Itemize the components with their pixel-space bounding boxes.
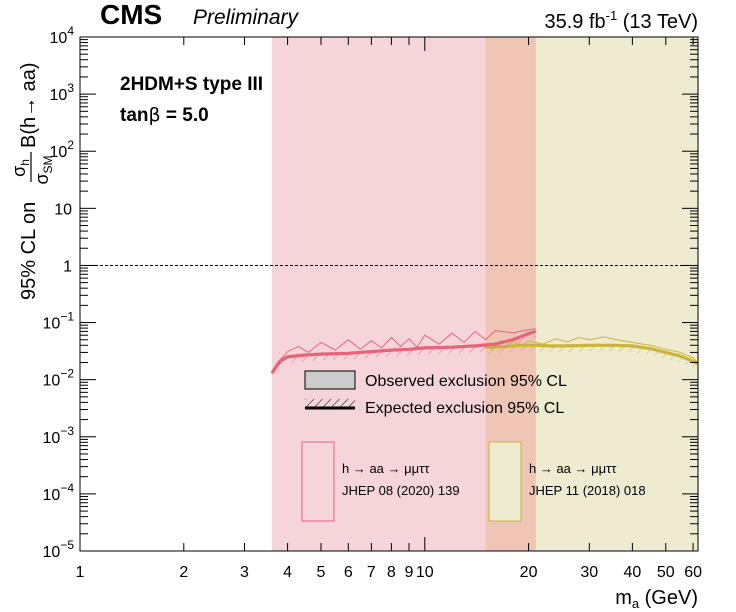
luminosity-label: 35.9 fb-1 (13 TeV)	[544, 8, 698, 33]
x-tick-labels: 1 2 3 4 5 6 7 8 9 10 20 30 40 50 60	[76, 564, 703, 581]
y-tick-label: 103	[50, 81, 75, 104]
x-tick-label: 7	[367, 564, 376, 581]
status-label: Preliminary	[193, 6, 300, 29]
x-tick-label: 5	[317, 564, 326, 581]
plot-frame	[79, 36, 699, 552]
svg-text:σSM: σSM	[32, 155, 55, 184]
y-tick-label: 1	[63, 258, 72, 275]
x-tick-label: 40	[623, 564, 641, 581]
limit-curves	[270, 328, 698, 380]
y-tick-label: 102	[50, 138, 75, 161]
x-tick-label: 20	[520, 564, 538, 581]
expected-hatch-series-2	[485, 343, 698, 370]
model-tanbeta: tanβ = 5.0	[120, 104, 209, 126]
observed-line-series-1	[271, 328, 536, 374]
legend-observed-label: Observed exclusion 95% CL	[365, 373, 567, 390]
x-tick-label: 8	[387, 564, 396, 581]
y-axis-title-num-sub: h	[18, 159, 32, 166]
legend-analysis1-box	[301, 441, 335, 522]
y-tick-label: 10−1	[43, 310, 75, 333]
legend-analysis2-channel: h → aa → μμττ	[529, 461, 617, 476]
x-axis-title: ma (GeV)	[615, 587, 698, 611]
legend-expected-label: Expected exclusion 95% CL	[365, 400, 564, 417]
x-tick-label: 9	[405, 564, 414, 581]
y-axis-title: 95% CL on σh σSM B(h→ aa)	[9, 62, 55, 300]
x-tick-label: 6	[344, 564, 353, 581]
legend-analysis2-ref: JHEP 11 (2018) 018	[529, 483, 646, 498]
svg-text:σh: σh	[9, 159, 32, 177]
x-tick-label: 30	[580, 564, 598, 581]
y-tick-label: 10−3	[43, 424, 75, 447]
x-tick-label: 60	[684, 564, 702, 581]
y-tick-label: 10−4	[43, 481, 75, 504]
y-tick-label: 10−5	[43, 538, 75, 561]
expected-hatch-series-1	[271, 329, 536, 380]
y-axis-title-den: σ	[32, 173, 52, 184]
legend-analysis1-channel: h → aa → μμττ	[342, 461, 430, 476]
legend-analysis1-ref: JHEP 08 (2020) 139	[342, 483, 460, 498]
x-tick-label: 50	[657, 564, 675, 581]
y-tick-label: 10	[54, 201, 72, 218]
y-tick-label: 104	[50, 24, 75, 47]
legend-expected-hatch	[305, 399, 355, 409]
x-tick-label: 4	[283, 564, 292, 581]
model-name: 2HDM+S type III	[120, 74, 263, 95]
legend-analysis2-box	[488, 441, 522, 522]
y-axis-title-num: σ	[9, 166, 29, 177]
expected-line-series-1	[270, 329, 537, 375]
experiment-label: CMS	[100, 0, 162, 30]
x-tick-label: 10	[416, 564, 434, 581]
y-axis-title-suffix: B(h→ aa)	[18, 62, 40, 148]
x-tick-label: 2	[179, 564, 188, 581]
y-tick-labels: 10−5 10−4 10−3 10−2 10−1 1 10 102 103 104	[43, 24, 75, 561]
y-tick-label: 10−2	[43, 367, 75, 390]
x-tick-label: 3	[240, 564, 249, 581]
x-tick-label: 1	[76, 564, 85, 581]
axis-ticks	[79, 36, 698, 552]
expected-line-series-2	[485, 343, 698, 366]
y-axis-title-prefix: 95% CL on	[18, 202, 40, 300]
excluded-mass-bands	[271, 37, 698, 551]
legend-observed-swatch	[304, 370, 356, 390]
y-axis-title-den-sub: SM	[41, 155, 55, 173]
